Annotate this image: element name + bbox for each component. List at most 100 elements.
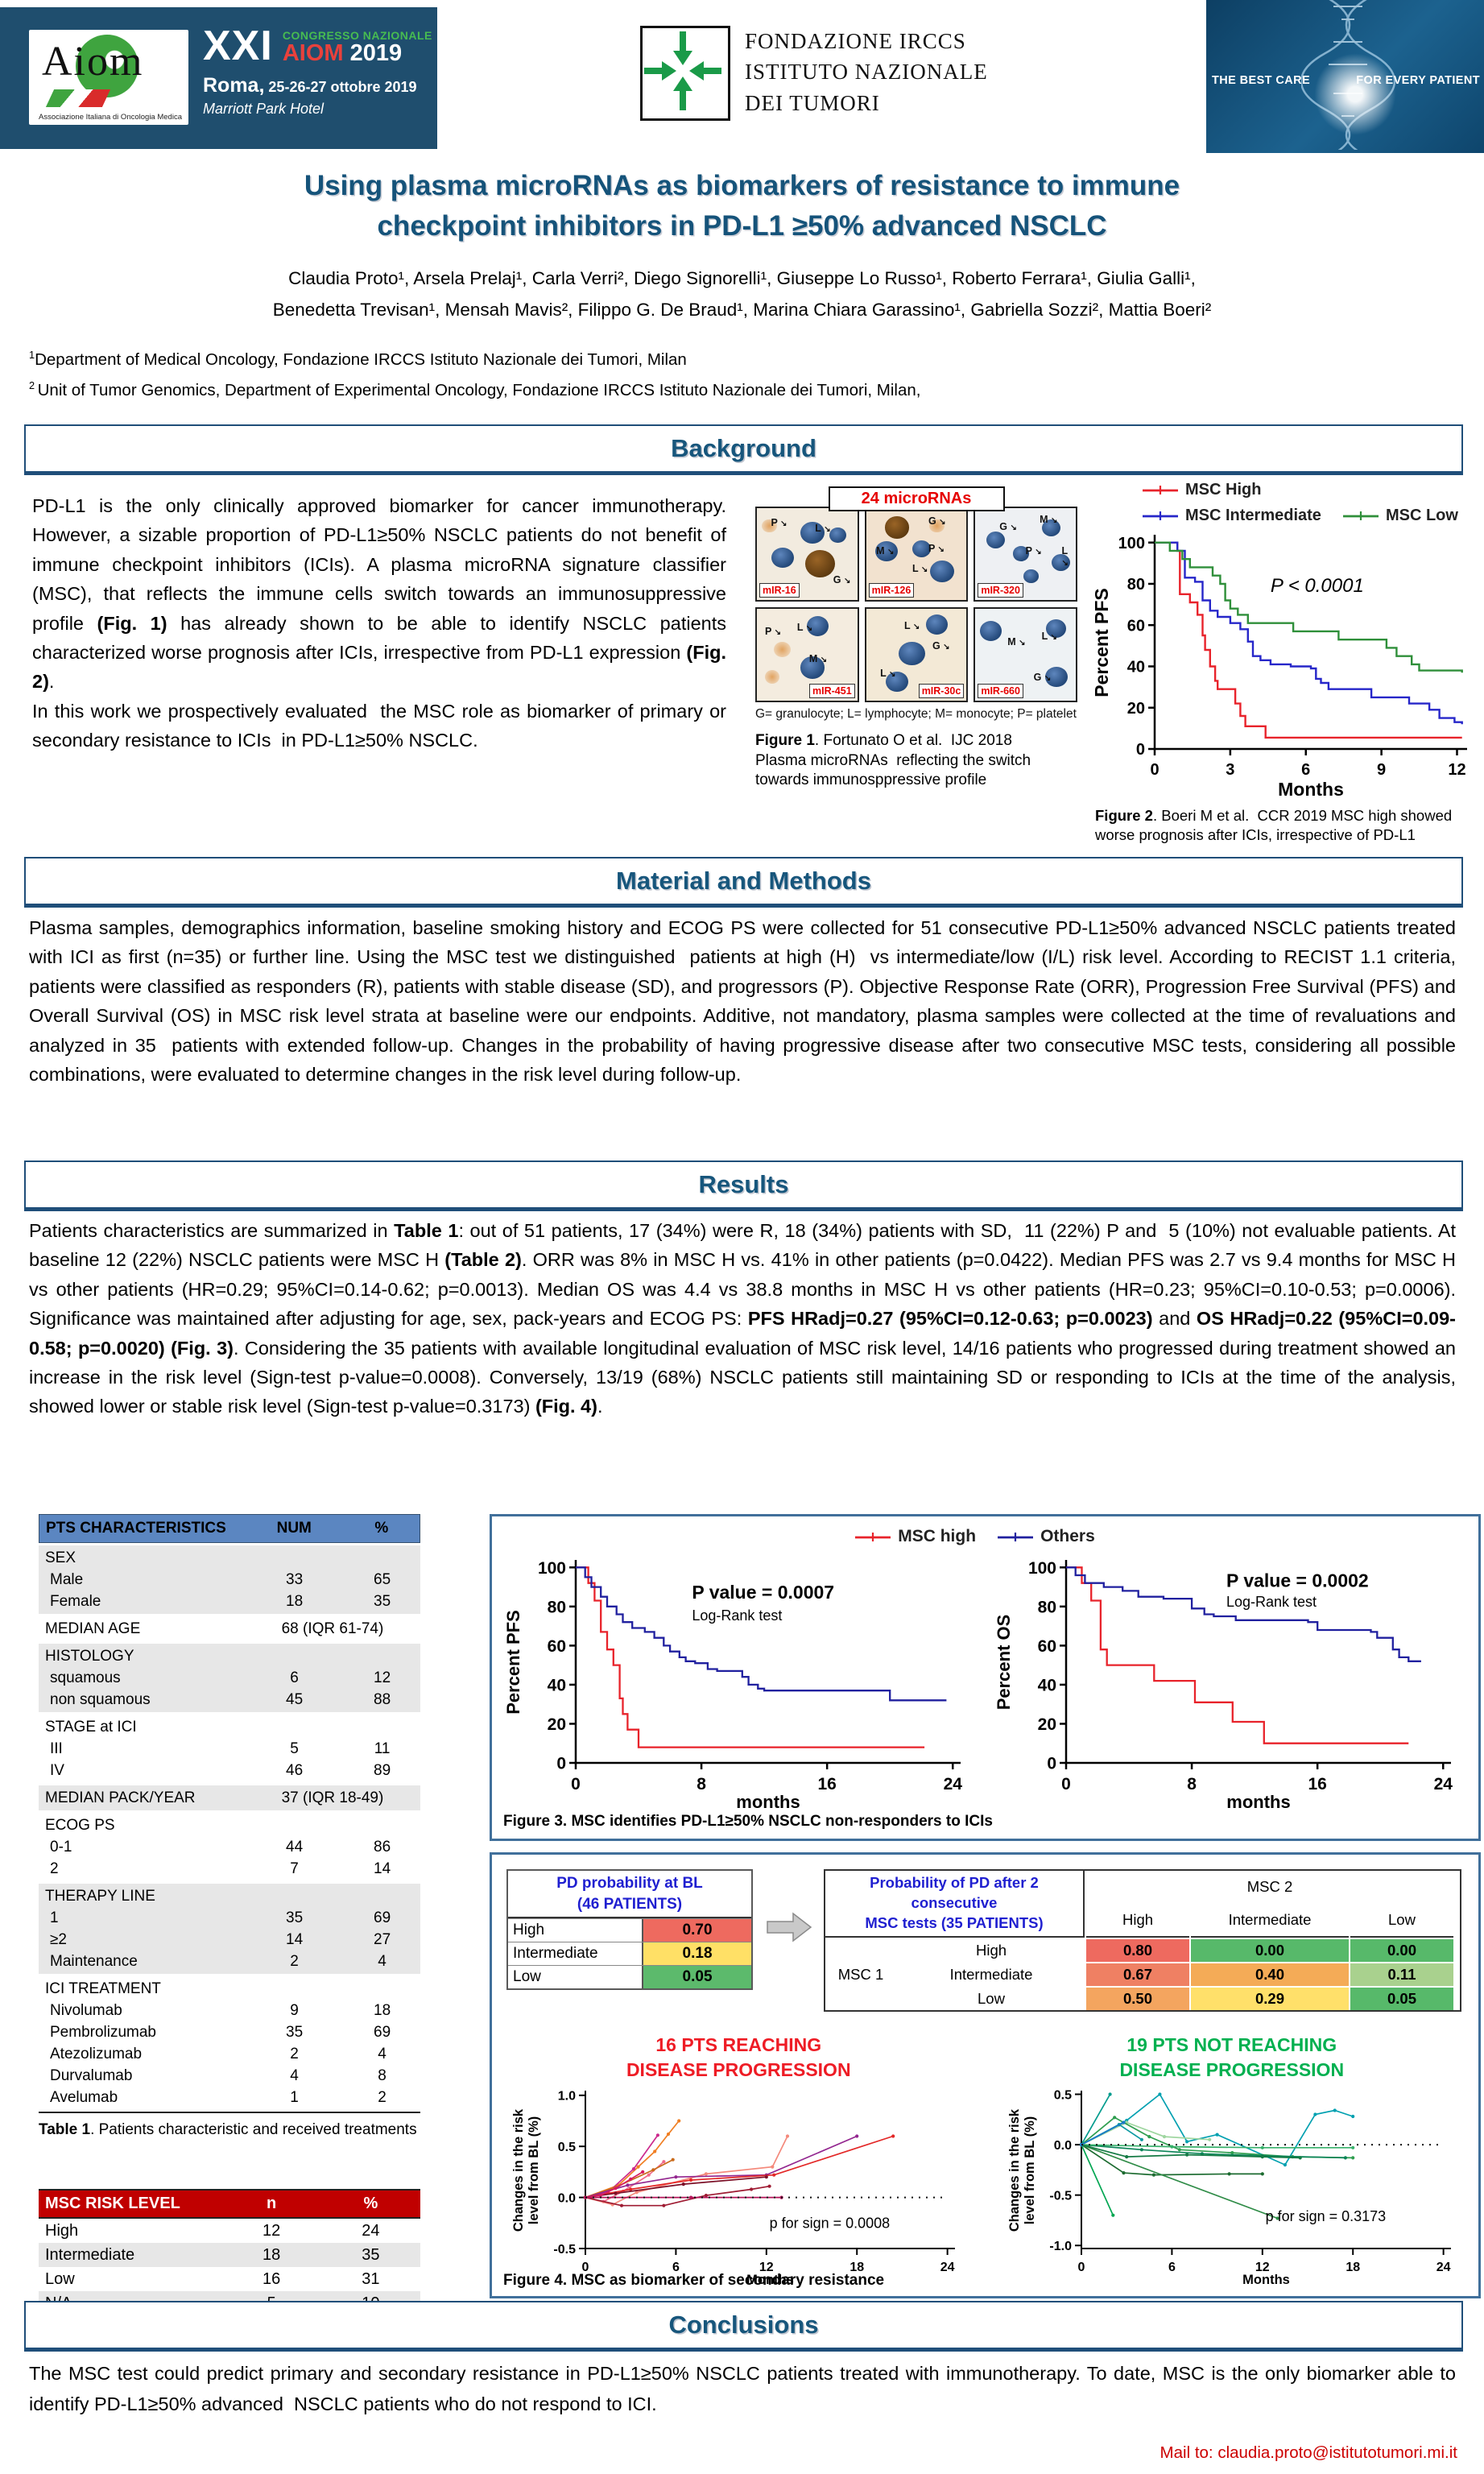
pd-probability-matrix-table: Probability of PD after 2 consecutive MS…	[824, 1869, 1461, 2012]
svg-text:80: 80	[1127, 576, 1145, 594]
table-row: 0-1 44 86	[50, 1839, 391, 1856]
svg-text:p for sign = 0.3173: p for sign = 0.3173	[1266, 2208, 1387, 2224]
svg-text:80: 80	[1038, 1598, 1056, 1616]
svg-text:8: 8	[697, 1775, 706, 1793]
affiliation-2: 2 Unit of Tumor Genomics, Department of …	[29, 375, 1076, 406]
table-row: Intermediate 18 35	[39, 2243, 420, 2267]
matrix-row-label: Intermediate	[898, 1963, 1085, 1986]
svg-text:0: 0	[1150, 761, 1159, 779]
figure4: PD probability at BL (46 PATIENTS) High 0.…	[490, 1852, 1481, 2298]
svg-text:0.0: 0.0	[1054, 2139, 1072, 2153]
table-row: Intermediate 0.18	[508, 1942, 751, 1966]
svg-text:Months: Months	[1242, 2273, 1290, 2287]
text-run: .	[597, 1396, 603, 1417]
text-run: . Fortunato O et al. IJC 2018 Plasma mic…	[755, 732, 1031, 789]
figure2: MSC High MSC Intermediate MSC Low 0 3 6 9 12 0 2…	[1091, 477, 1480, 845]
text-run: and	[1152, 1308, 1197, 1330]
table1-section: ECOG PS 0-1 44 86 2 7 14	[39, 1813, 420, 1881]
table-cell: Intermediate	[45, 2246, 135, 2264]
text-run: Table 1	[394, 1220, 459, 1241]
cell-blob	[774, 642, 791, 657]
svg-text:p for sign = 0.0008: p for sign = 0.0008	[770, 2215, 891, 2232]
legend-item: MSC Intermediate	[1142, 503, 1321, 528]
authors: Claudia Proto¹, Arsela Prelaj¹, Carla Ve…	[0, 263, 1484, 326]
congress-location: Roma, 25-26-27 ottobre 2019	[203, 74, 432, 97]
aiom-association-name: Associazione Italiana di Oncologia Medic…	[39, 113, 182, 122]
svg-text:0: 0	[1136, 741, 1145, 759]
arrow-right-icon	[766, 1911, 812, 1947]
section-header-methods: Material and Methods	[24, 857, 1463, 908]
table-cell: 31	[362, 2270, 380, 2288]
mir-label: mIR-320	[978, 583, 1023, 598]
cell-blob	[1041, 519, 1060, 536]
svg-text:0: 0	[1078, 2261, 1085, 2274]
text-run: Unit of Tumor Genomics, Department of Ex…	[37, 380, 921, 399]
table-row: non squamous 45 88	[50, 1691, 391, 1708]
text-run: (Fig. 1)	[97, 612, 167, 634]
matrix-col-group: MSC 2	[1086, 1871, 1453, 1903]
risk-label: Low	[513, 1968, 541, 1986]
legend-item: Others	[997, 1523, 1095, 1550]
poster-title-line1: Using plasma microRNAs as biomarkers of …	[304, 170, 1180, 201]
table-row: 2 7 14	[50, 1860, 391, 1877]
table-row: IV 46 89	[50, 1762, 391, 1779]
legend-label: MSC high	[898, 1527, 977, 1545]
chart-svg: 0 6 12 18 24 -0.5 0.0 0.5 1.0 p for sign = 0.0008…	[511, 2090, 955, 2287]
text-run: . Considering the 35 patients with avail…	[29, 1337, 1461, 1417]
table1-header-cell: PTS CHARACTERISTICS	[46, 1520, 226, 1537]
svg-text:0: 0	[1047, 1754, 1056, 1773]
table-row: Atezolizumab 2 4	[50, 2046, 387, 2062]
svg-text:16: 16	[817, 1775, 836, 1793]
institute-cross-icon	[640, 26, 730, 121]
svg-text:20: 20	[1038, 1715, 1056, 1734]
svg-text:Percent PFS: Percent PFS	[506, 1610, 523, 1715]
table1-group-title: HISTOLOGY	[45, 1648, 134, 1665]
table1-header-cell: NUM	[276, 1520, 312, 1537]
svg-text:40: 40	[1038, 1676, 1056, 1694]
figure3-legend: MSC high Others	[492, 1523, 1478, 1550]
text-run: 2	[29, 379, 38, 392]
conclusions-paragraph: The MSC test could predict primary and s…	[29, 2363, 1461, 2414]
congress-dates: 25-26-27 ottobre 2019	[268, 79, 417, 96]
mir-label: mIR-16	[759, 583, 800, 598]
svg-text:0.5: 0.5	[1054, 2088, 1072, 2102]
legend-label: Others	[1040, 1527, 1095, 1545]
km-line-icon	[1143, 511, 1178, 520]
cell-blob	[979, 620, 1002, 641]
svg-text:0.0: 0.0	[558, 2191, 576, 2205]
authors-line2: Benedetta Trevisan¹, Mensah Mavis², Fili…	[272, 300, 1212, 321]
aiom-congress-banner: Aiom Associazione Italiana di Oncologia …	[0, 7, 437, 149]
table1-section: THERAPY LINE 1 35 69 ≥2 14 27 Maintenance 2 4	[39, 1884, 420, 1974]
aiom-logo-ribbon	[45, 89, 111, 107]
cell-blob	[1044, 666, 1068, 687]
table-row: III 5 11	[50, 1740, 391, 1757]
cell-blob	[1023, 569, 1039, 584]
figure3-pfs-chart: 0 8 16 24 0 20 40 60 80 100 P value = 0.0007 Log-Ra…	[503, 1552, 973, 1817]
svg-text:18: 18	[849, 2261, 864, 2274]
svg-text:20: 20	[548, 1715, 566, 1734]
table-row: Nivolumab 9 18	[50, 2002, 391, 2019]
svg-text:0.5: 0.5	[558, 2141, 576, 2154]
probability-value: 0.05	[642, 1966, 751, 1989]
aiom-logo-circle	[76, 35, 138, 97]
banner-right-text: FOR EVERY PATIENT	[1356, 74, 1480, 87]
cell-marker-letter: G ↘	[1033, 671, 1052, 683]
figure4-caption: Figure 4. MSC as biomarker of secondary …	[503, 2271, 884, 2291]
table1-section: SEX Male 33 65 Female 18 35	[39, 1545, 420, 1614]
probability-value: 0.00	[1350, 1938, 1453, 1962]
cell-blob	[762, 519, 777, 533]
cell-blob	[884, 516, 909, 539]
institute-name-line1: FONDAZIONE IRCCS	[745, 29, 966, 53]
svg-text:level from BL (%): level from BL (%)	[527, 2116, 541, 2224]
figure3: MSC high Others 0 8 16 24 0 20 40 60 80 100 P value…	[490, 1514, 1481, 1841]
table-row: Pembrolizumab 35 69	[50, 2024, 391, 2041]
legend-item: MSC Low	[1342, 503, 1458, 528]
cell-blob	[800, 522, 825, 544]
svg-text:Percent OS: Percent OS	[997, 1614, 1014, 1710]
svg-text:60: 60	[548, 1637, 566, 1656]
cell-marker-letter: L ↘	[815, 523, 831, 535]
no-progression-heading: 19 PTS NOT REACHING DISEASE PROGRESSION	[1119, 2033, 1345, 2080]
svg-text:100: 100	[538, 1558, 566, 1577]
legend-label: MSC High	[1185, 481, 1262, 499]
figure3-plots: 0 8 16 24 0 20 40 60 80 100 P value = 0.0007 Log-Ra…	[492, 1552, 1478, 1817]
